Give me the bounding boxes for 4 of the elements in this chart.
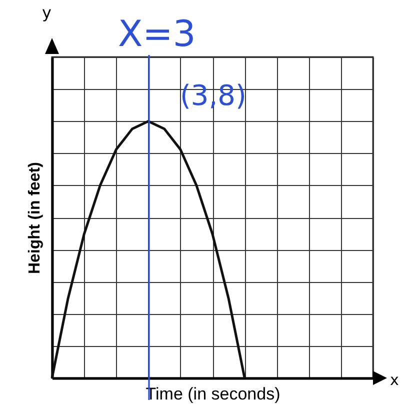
y-axis-title: Height (in feet) (26, 162, 44, 274)
text: X=3 (118, 14, 196, 55)
text: x (390, 371, 399, 389)
text: y (42, 3, 52, 22)
